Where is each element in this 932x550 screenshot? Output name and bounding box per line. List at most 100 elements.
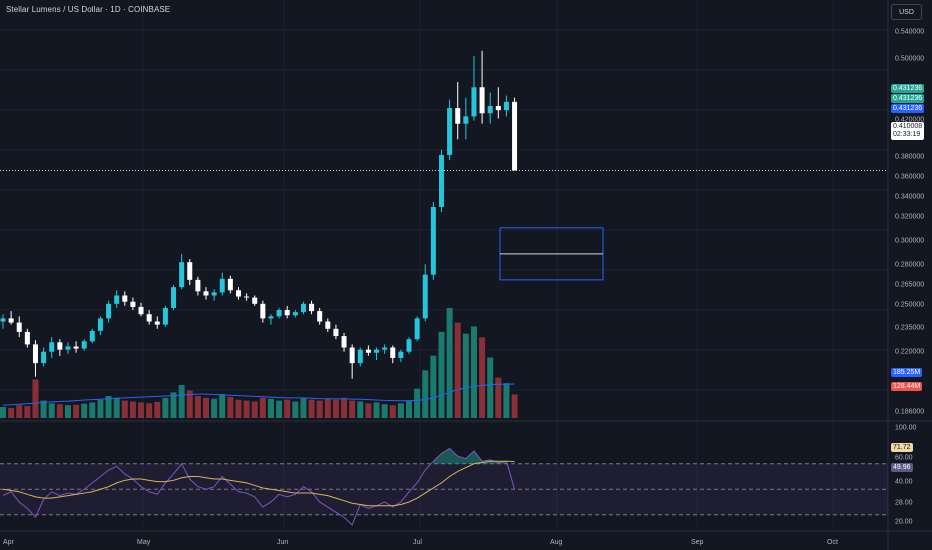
candle-body	[349, 347, 355, 364]
candle-body	[41, 351, 47, 364]
volume-bar	[341, 397, 348, 418]
rsi-series	[2, 447, 516, 526]
rsi-lines	[2, 447, 516, 526]
volume-bar	[446, 308, 453, 418]
volume-bar	[373, 402, 380, 418]
time-tick-label: Jun	[277, 539, 288, 546]
price-tick-label: 0.280000	[895, 262, 924, 269]
candle-body	[252, 297, 258, 304]
volume-tag: 128.44M	[891, 382, 923, 391]
volume-bar	[365, 403, 372, 418]
price-tag-high: 0.431236	[891, 84, 925, 93]
candle-body	[154, 321, 160, 325]
volume-bar	[162, 397, 169, 418]
candle-body	[414, 318, 420, 340]
volume-bar	[308, 399, 315, 418]
projection-box[interactable]	[499, 227, 604, 281]
candle-body	[503, 101, 509, 111]
candle-body	[495, 106, 501, 111]
volume-bar	[292, 401, 299, 418]
candle-body	[487, 106, 493, 114]
currency-button[interactable]: USD	[891, 4, 922, 20]
rsi-tick-label: 20.00	[895, 519, 913, 526]
candle-body	[512, 101, 518, 171]
volume-bar	[0, 407, 6, 418]
volume-bar	[8, 407, 15, 418]
candle-body	[211, 292, 217, 296]
candle-body	[276, 310, 282, 317]
price-tick-label: 0.500000	[895, 56, 924, 63]
volume-bar	[349, 400, 356, 418]
candle-body	[333, 328, 339, 337]
rsi-ma-tag: 71.72	[891, 443, 913, 452]
candle-body	[138, 306, 144, 315]
volume-bar	[470, 326, 477, 418]
time-tick-label: May	[137, 539, 151, 546]
volume-bar	[462, 333, 469, 418]
volume-bar	[32, 379, 39, 418]
volume-bar	[324, 398, 331, 418]
candle-body	[292, 312, 298, 316]
volume-bar	[430, 355, 437, 418]
candle-body	[57, 342, 63, 350]
time-axis: Apr May Jun Jul Aug Sep Oct	[3, 539, 838, 546]
candle-body	[374, 349, 380, 353]
volume-bar	[438, 331, 445, 418]
candle-body	[8, 318, 14, 323]
volume-bar	[495, 377, 502, 418]
candle-body	[81, 341, 87, 349]
volume-bar	[219, 394, 226, 418]
volume-bar	[276, 400, 283, 418]
volume-bar	[316, 400, 323, 418]
candle-body	[300, 303, 306, 313]
volume-bar	[414, 388, 421, 418]
price-tick-label: 0.320000	[895, 214, 924, 221]
price-tag-last: 0.410008 02:33:19	[891, 122, 925, 140]
volume-bar	[422, 370, 429, 418]
price-tick-label: 0.235000	[895, 325, 924, 332]
time-tick-label: Jul	[413, 539, 422, 546]
last-price-value: 0.410008	[893, 123, 923, 130]
candle-body	[447, 108, 453, 155]
price-tick-label: 0.250000	[895, 302, 924, 309]
candle-body	[122, 295, 128, 302]
volume-bar	[332, 399, 339, 418]
candle-body	[430, 206, 436, 275]
candle-body	[463, 116, 469, 124]
candle-body	[398, 351, 404, 358]
candle-body	[24, 331, 30, 345]
candle-body	[114, 295, 120, 304]
candle-body	[325, 321, 331, 329]
candle-body	[179, 262, 185, 288]
candle-body	[203, 291, 209, 296]
volume-bar	[406, 400, 412, 418]
candle-body	[227, 278, 233, 291]
bar-countdown: 02:33:19	[893, 131, 921, 138]
candle-body	[49, 342, 55, 352]
candle-body	[357, 349, 363, 364]
volume-bar	[284, 399, 291, 418]
volume-bar	[73, 404, 80, 418]
candle-body	[268, 316, 274, 319]
candle-body	[390, 347, 396, 358]
rsi-tick-label: 40.00	[895, 479, 913, 486]
volume-bar	[48, 403, 55, 418]
volume-bar	[300, 397, 307, 418]
time-tick-label: Sep	[691, 539, 704, 546]
time-tick-label: Aug	[550, 539, 563, 546]
candle-body	[438, 154, 444, 207]
candle-body	[455, 108, 461, 124]
candle-body	[260, 303, 266, 319]
volume-bar	[129, 401, 136, 418]
volume-bar	[389, 405, 396, 418]
volume-bar	[121, 400, 128, 418]
candle-body	[171, 287, 177, 308]
volume-bar	[479, 337, 486, 418]
volume-bar	[146, 403, 153, 418]
candle-body	[73, 346, 79, 349]
candle-body	[479, 87, 485, 114]
price-tick-label: 0.540000	[895, 29, 924, 36]
price-tag-mid: 0.431236	[891, 94, 925, 103]
volume-bar	[194, 396, 201, 418]
